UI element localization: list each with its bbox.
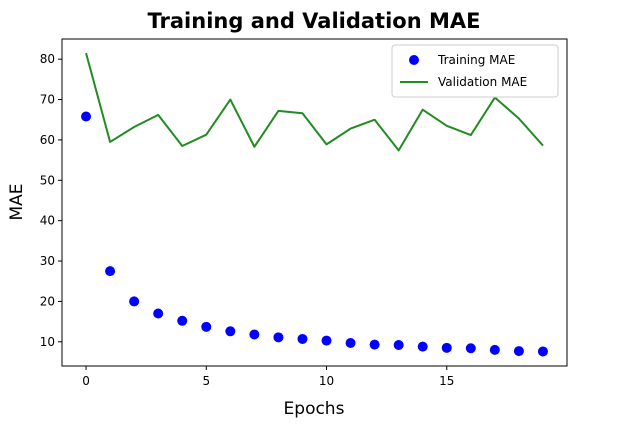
y-tick-label: 60 — [40, 133, 55, 147]
plot-frame — [61, 38, 568, 367]
training-mae-point — [201, 321, 212, 332]
training-mae-point — [513, 346, 524, 357]
y-tick-label: 10 — [40, 335, 55, 349]
training-mae-point — [153, 308, 164, 319]
y-tick-label: 20 — [40, 294, 55, 308]
legend-label: Training MAE — [437, 53, 515, 67]
y-tick-label: 40 — [40, 214, 55, 228]
training-mae-point — [249, 329, 260, 340]
training-mae-point — [489, 344, 500, 355]
plot-area: 0 5 10 15 10 20 30 40 50 60 70 80 — [40, 38, 568, 388]
x-axis-label: Epochs — [284, 399, 345, 419]
y-axis-label: MAE — [7, 183, 27, 220]
x-tick-label: 0 — [82, 374, 90, 388]
training-mae-point — [537, 346, 548, 357]
x-tick-label: 5 — [202, 374, 210, 388]
training-mae-point — [225, 326, 236, 337]
training-mae-point — [393, 340, 404, 351]
legend-box — [391, 44, 559, 98]
training-mae-point — [81, 111, 92, 122]
chart-title: Training and Validation MAE — [148, 9, 481, 33]
validation-mae-line — [85, 52, 544, 152]
training-mae-point — [465, 343, 476, 354]
x-tick-label: 10 — [319, 374, 334, 388]
legend-marker-icon — [409, 55, 419, 65]
training-mae-point — [321, 335, 332, 346]
training-mae-point — [105, 266, 116, 277]
y-tick-label: 70 — [40, 93, 55, 107]
training-mae-point — [273, 332, 284, 343]
legend: Training MAE Validation MAE — [391, 44, 559, 98]
training-mae-point — [297, 333, 308, 344]
y-tick-label: 50 — [40, 173, 55, 187]
x-tick-label: 15 — [439, 374, 454, 388]
y-tick-label: 80 — [40, 52, 55, 66]
training-mae-point — [177, 315, 188, 326]
training-mae-point — [369, 339, 380, 350]
training-mae-point — [417, 341, 428, 352]
training-mae-point — [441, 342, 452, 353]
training-mae-point — [345, 337, 356, 348]
y-tick-label: 30 — [40, 254, 55, 268]
training-mae-point — [129, 296, 140, 307]
legend-label: Validation MAE — [438, 75, 527, 89]
